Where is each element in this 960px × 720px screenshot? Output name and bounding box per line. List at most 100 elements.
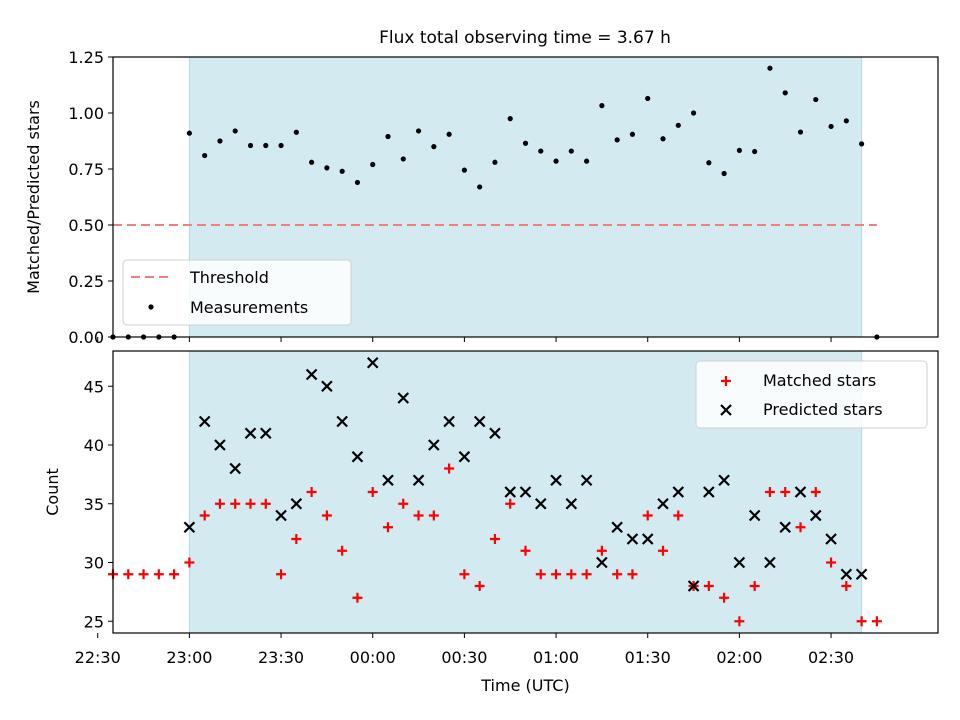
y-tick-label: 45 [84, 377, 104, 396]
predicted-stars-point [244, 427, 257, 440]
measurements-point [752, 148, 758, 155]
y-tick-label: 1.25 [68, 48, 104, 67]
matched-stars-point [123, 569, 134, 580]
predicted-stars-point [336, 415, 348, 428]
matched-stars-point [734, 616, 745, 627]
predicted-stars-point [672, 486, 685, 498]
matched-stars-point [459, 569, 470, 580]
measurements-point [202, 152, 208, 159]
matched-stars-point [321, 510, 332, 521]
legend-box [695, 360, 928, 429]
matched-stars-point [780, 487, 791, 497]
x-tick-label: 00:30 [441, 648, 487, 667]
legend-measurements-swatch [148, 304, 154, 310]
measurements-point [431, 144, 437, 150]
matched-stars-point [596, 545, 607, 556]
legend-measurements-label: Measurements [190, 298, 308, 317]
matched-stars-point [276, 569, 287, 580]
matched-stars-point [199, 510, 210, 521]
predicted-stars-point [855, 568, 868, 581]
predicted-stars-point [641, 533, 654, 545]
predicted-stars-point [748, 509, 761, 522]
predicted-stars-point [260, 427, 272, 440]
measurements-point [599, 103, 605, 109]
predicted-stars-point [198, 415, 211, 428]
matched-stars-point [810, 487, 821, 497]
matched-stars-point [871, 616, 882, 627]
matched-stars-point [627, 569, 638, 580]
y-axis-label: Matched/Predicted stars [24, 100, 43, 294]
predicted-stars-point [214, 439, 226, 451]
predicted-stars-point [183, 521, 196, 534]
predicted-stars-point [351, 450, 364, 463]
matched-stars-point [719, 592, 730, 603]
measurements-point [507, 116, 513, 122]
matched-stars-point [856, 616, 867, 627]
measurements-point [828, 123, 834, 130]
bottom-panel: 25 30 35 40 45 22:30 23:00 23:30 00:00 00:30 01:00… [43, 350, 939, 695]
y-tick-label: 0.75 [68, 160, 104, 179]
x-tick-label: 23:00 [166, 648, 212, 667]
matched-stars-point [581, 569, 592, 580]
matched-stars-point [245, 498, 256, 509]
predicted-stars-point [687, 580, 700, 592]
axes-frame [112, 56, 939, 338]
measurements-point [584, 158, 590, 164]
predicted-stars-point [703, 486, 715, 498]
y-tick-label: 30 [84, 554, 104, 573]
matched-stars-point [520, 545, 531, 556]
measurements-point [263, 142, 269, 149]
predicted-stars-point [550, 474, 562, 487]
predicted-stars-point [764, 556, 776, 569]
y-tick-label: 25 [84, 612, 104, 631]
matched-stars-point [658, 545, 668, 556]
measurements-point [293, 129, 299, 135]
x-tick-label: 23:30 [258, 648, 304, 667]
measurements-point [217, 138, 223, 144]
matched-stars-point [566, 569, 577, 580]
measurements-point [568, 148, 574, 154]
matched-stars-point [444, 463, 455, 474]
x-tick-label: 02:00 [716, 648, 762, 667]
measurements-point [309, 159, 315, 165]
matched-stars-point [260, 498, 271, 509]
measurements-point [706, 160, 712, 166]
measurements-point [324, 165, 330, 171]
measurements-point [186, 130, 192, 136]
matched-stars-point [306, 487, 317, 497]
top-panel: 0.00 0.25 0.50 0.75 1.00 1.25 Matched/Predicte… [24, 48, 939, 347]
predicted-stars-point [397, 392, 410, 404]
legend: Matched stars Predicted stars [695, 360, 928, 429]
matched-stars-point [337, 545, 348, 556]
predicted-stars-point [428, 439, 440, 451]
measurements-point [232, 128, 238, 134]
measurements-point [492, 159, 498, 165]
predicted-stars-point [718, 474, 730, 487]
measurements-point [736, 147, 742, 154]
predicted-stars-point [229, 462, 241, 475]
predicted-stars-point [443, 415, 455, 428]
predicted-stars-point [825, 533, 837, 545]
matched-stars-point [795, 522, 806, 533]
matched-stars-point [352, 592, 363, 603]
legend-threshold-label: Threshold [189, 268, 269, 287]
chart-title: Flux total observing time = 3.67 h [379, 28, 671, 48]
legend-predicted-swatch [720, 404, 732, 416]
predicted-stars-point [596, 556, 608, 569]
measurements-point [538, 148, 544, 154]
predicted-stars-point [519, 486, 532, 498]
predicted-stars-point [366, 356, 379, 369]
measurements-point [629, 131, 636, 137]
matched-stars-point [398, 498, 409, 509]
measurements-point [278, 142, 284, 149]
measurements-point [415, 128, 422, 134]
predicted-stars-point [412, 474, 425, 487]
y-tick-label: 0.50 [68, 216, 104, 235]
measurements-point [813, 96, 819, 103]
predicted-stars-point [275, 509, 287, 522]
x-tick-label: 01:00 [533, 648, 579, 667]
measurements-point [522, 140, 529, 146]
measurements-point [843, 118, 849, 124]
measurements-point [660, 136, 666, 142]
